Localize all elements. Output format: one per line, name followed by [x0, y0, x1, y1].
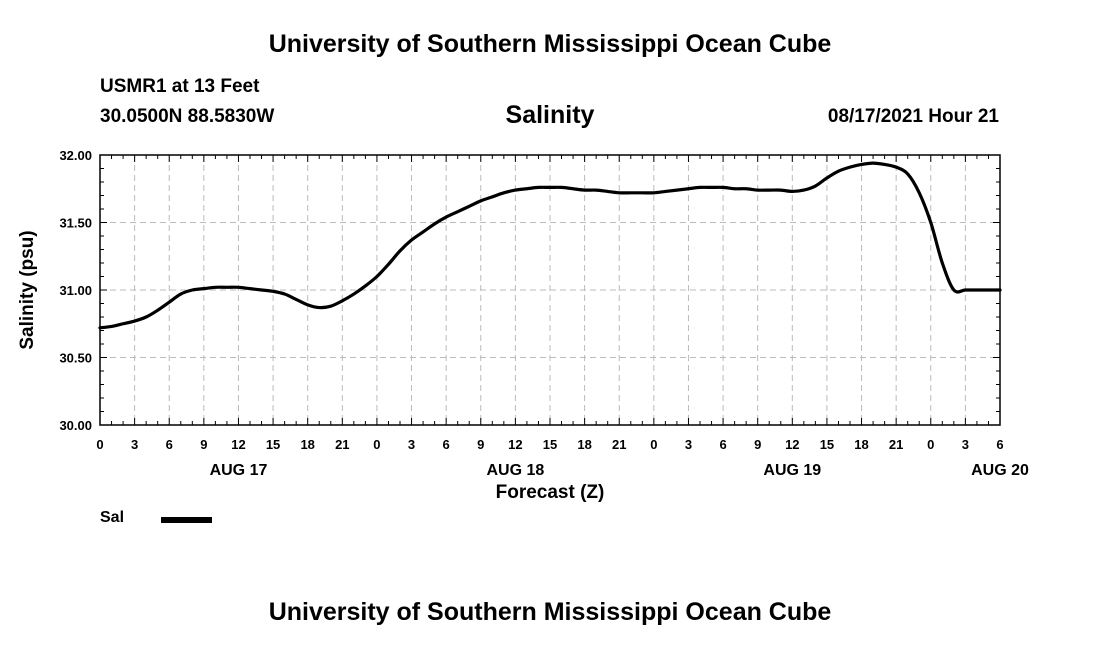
- x-tick-label: 0: [650, 437, 657, 452]
- y-axis-label: Salinity (psu): [17, 230, 38, 350]
- x-tick-label: 12: [785, 437, 799, 452]
- date-label: AUG 19: [763, 462, 821, 479]
- page-title: University of Southern Mississippi Ocean…: [268, 30, 832, 58]
- y-tick-label: 31.00: [59, 283, 92, 298]
- x-tick-label: 3: [131, 437, 138, 452]
- x-tick-label: 12: [508, 437, 522, 452]
- x-tick-label: 9: [477, 437, 484, 452]
- x-tick-label: 6: [996, 437, 1003, 452]
- x-axis-label: Forecast (Z): [495, 482, 605, 503]
- salinity-series-line: [98, 161, 1002, 330]
- legend-label: Sal: [100, 509, 125, 526]
- station-coordinates: 30.0500N 88.5830W: [100, 106, 275, 127]
- x-tick-label: 18: [854, 437, 868, 452]
- station-label: USMR1 at 13 Feet: [100, 76, 260, 97]
- y-tick-label: 30.50: [59, 351, 92, 366]
- footer-title: University of Southern Mississippi Ocean…: [268, 598, 832, 626]
- chart-title: Salinity: [505, 101, 595, 129]
- x-tick-label: 9: [754, 437, 761, 452]
- y-tick-label: 32.00: [59, 148, 92, 163]
- y-tick-label: 31.50: [59, 216, 92, 231]
- date-label: AUG 18: [486, 462, 544, 479]
- x-tick-label: 3: [408, 437, 415, 452]
- y-tick-label: 30.00: [59, 418, 92, 433]
- x-tick-label: 21: [612, 437, 626, 452]
- x-tick-label: 9: [200, 437, 207, 452]
- x-tick-label: 6: [719, 437, 726, 452]
- x-tick-label: 15: [266, 437, 280, 452]
- x-tick-label: 0: [373, 437, 380, 452]
- x-tick-label: 21: [335, 437, 349, 452]
- x-tick-label: 0: [927, 437, 934, 452]
- date-label: AUG 17: [210, 462, 268, 479]
- legend-swatch: [161, 517, 212, 523]
- x-tick-label: 3: [962, 437, 969, 452]
- x-tick-label: 6: [166, 437, 173, 452]
- x-tick-label: 3: [685, 437, 692, 452]
- x-tick-label: 18: [300, 437, 314, 452]
- date-label: AUG 20: [971, 462, 1029, 479]
- x-tick-label: 6: [443, 437, 450, 452]
- x-tick-label: 15: [820, 437, 834, 452]
- x-tick-label: 12: [231, 437, 245, 452]
- x-tick-label: 21: [889, 437, 903, 452]
- x-tick-label: 15: [543, 437, 557, 452]
- x-tick-label: 0: [96, 437, 103, 452]
- forecast-datetime: 08/17/2021 Hour 21: [827, 106, 999, 127]
- x-tick-label: 18: [577, 437, 591, 452]
